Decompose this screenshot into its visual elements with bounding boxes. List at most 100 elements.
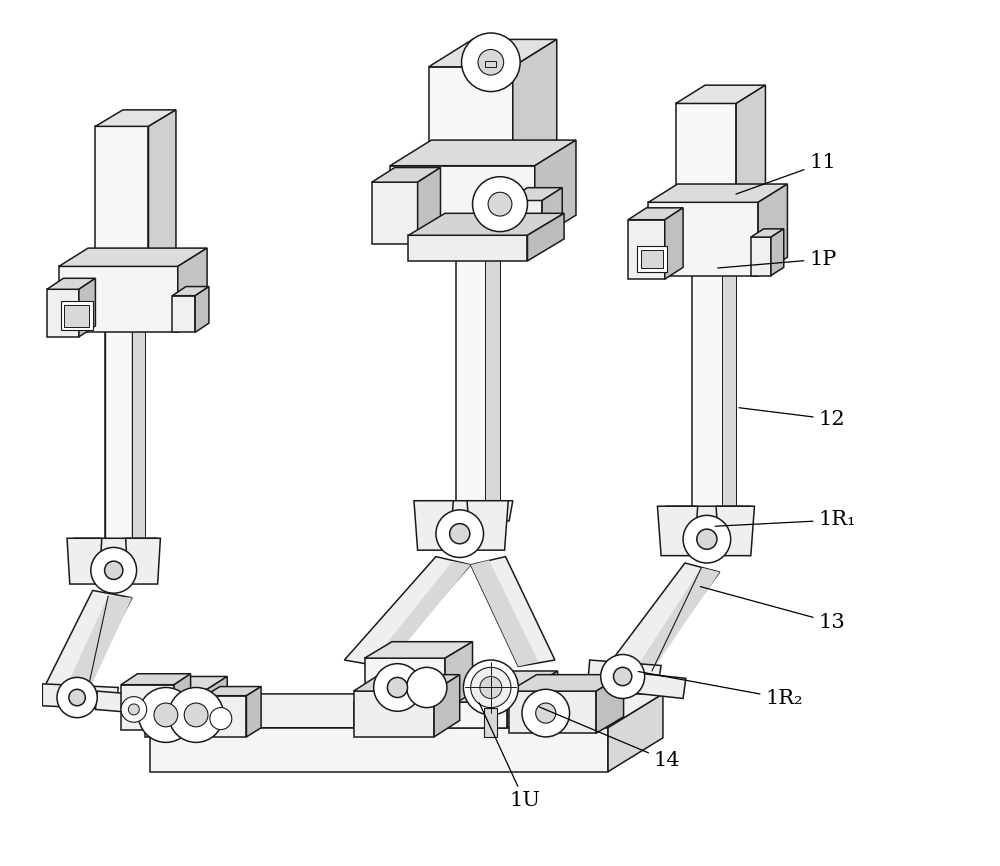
Text: 1U: 1U xyxy=(479,703,540,811)
Polygon shape xyxy=(390,165,535,241)
Polygon shape xyxy=(365,642,473,658)
Circle shape xyxy=(522,689,570,737)
Text: 14: 14 xyxy=(539,707,680,770)
Circle shape xyxy=(210,708,232,729)
Polygon shape xyxy=(79,278,95,337)
Polygon shape xyxy=(73,539,158,557)
Polygon shape xyxy=(205,695,246,737)
Circle shape xyxy=(471,668,511,708)
Circle shape xyxy=(105,561,123,579)
Circle shape xyxy=(463,660,518,715)
Polygon shape xyxy=(354,675,460,691)
Polygon shape xyxy=(608,563,720,673)
Polygon shape xyxy=(148,110,176,277)
Polygon shape xyxy=(172,295,195,333)
Circle shape xyxy=(536,703,556,723)
Bar xyxy=(641,250,663,268)
Circle shape xyxy=(473,177,527,231)
Polygon shape xyxy=(608,694,663,772)
Polygon shape xyxy=(429,39,557,67)
Text: 1R₁: 1R₁ xyxy=(715,510,856,529)
Polygon shape xyxy=(527,213,564,261)
Polygon shape xyxy=(145,689,207,737)
Circle shape xyxy=(69,689,85,706)
Polygon shape xyxy=(354,691,434,737)
Circle shape xyxy=(697,529,717,549)
Polygon shape xyxy=(47,289,79,337)
Polygon shape xyxy=(471,557,555,667)
Polygon shape xyxy=(665,208,683,279)
Polygon shape xyxy=(59,248,207,267)
Polygon shape xyxy=(588,660,661,689)
Polygon shape xyxy=(372,182,418,244)
Polygon shape xyxy=(174,674,191,731)
Polygon shape xyxy=(628,220,665,279)
Polygon shape xyxy=(121,674,191,685)
Polygon shape xyxy=(408,213,564,236)
Polygon shape xyxy=(579,665,645,719)
Circle shape xyxy=(184,703,208,727)
Polygon shape xyxy=(507,201,542,244)
Circle shape xyxy=(91,547,137,593)
Polygon shape xyxy=(484,708,497,737)
Polygon shape xyxy=(207,676,227,737)
Polygon shape xyxy=(67,539,102,584)
Polygon shape xyxy=(205,687,261,695)
Circle shape xyxy=(387,677,408,697)
Polygon shape xyxy=(513,39,557,167)
Text: 1R₂: 1R₂ xyxy=(638,671,803,708)
Text: 12: 12 xyxy=(739,408,845,429)
Circle shape xyxy=(154,703,178,727)
Circle shape xyxy=(450,524,470,544)
Polygon shape xyxy=(372,167,441,182)
Polygon shape xyxy=(771,229,784,275)
Polygon shape xyxy=(95,126,148,277)
Polygon shape xyxy=(666,507,751,527)
Polygon shape xyxy=(42,684,118,709)
Circle shape xyxy=(683,515,731,563)
Polygon shape xyxy=(132,329,145,552)
Polygon shape xyxy=(150,727,608,772)
Polygon shape xyxy=(372,561,471,664)
Polygon shape xyxy=(467,501,508,550)
Polygon shape xyxy=(105,329,145,552)
Circle shape xyxy=(57,677,97,718)
Polygon shape xyxy=(736,85,765,204)
Bar xyxy=(485,61,496,67)
Circle shape xyxy=(488,192,512,216)
Polygon shape xyxy=(344,557,471,667)
Polygon shape xyxy=(390,140,576,165)
Polygon shape xyxy=(509,691,596,734)
Polygon shape xyxy=(429,67,513,167)
Polygon shape xyxy=(676,85,765,103)
Polygon shape xyxy=(751,237,771,275)
Bar xyxy=(61,301,93,331)
Circle shape xyxy=(478,49,504,75)
Polygon shape xyxy=(758,184,787,275)
Polygon shape xyxy=(716,507,754,556)
Polygon shape xyxy=(418,167,441,244)
Polygon shape xyxy=(178,248,207,333)
Circle shape xyxy=(480,676,502,699)
Polygon shape xyxy=(456,259,500,515)
Polygon shape xyxy=(145,676,227,689)
Text: 1P: 1P xyxy=(718,249,837,268)
Circle shape xyxy=(169,688,224,742)
Bar xyxy=(637,246,667,272)
Polygon shape xyxy=(42,591,132,699)
Circle shape xyxy=(138,688,193,742)
Polygon shape xyxy=(121,685,174,731)
Polygon shape xyxy=(648,203,758,275)
Text: 13: 13 xyxy=(700,586,845,632)
Circle shape xyxy=(436,510,484,558)
Polygon shape xyxy=(414,501,453,550)
Polygon shape xyxy=(657,507,698,556)
Polygon shape xyxy=(633,673,686,699)
Polygon shape xyxy=(195,287,209,333)
Polygon shape xyxy=(596,675,624,734)
Polygon shape xyxy=(408,236,527,261)
Polygon shape xyxy=(445,642,473,709)
Polygon shape xyxy=(354,671,558,702)
Polygon shape xyxy=(751,229,784,237)
Polygon shape xyxy=(692,274,736,515)
